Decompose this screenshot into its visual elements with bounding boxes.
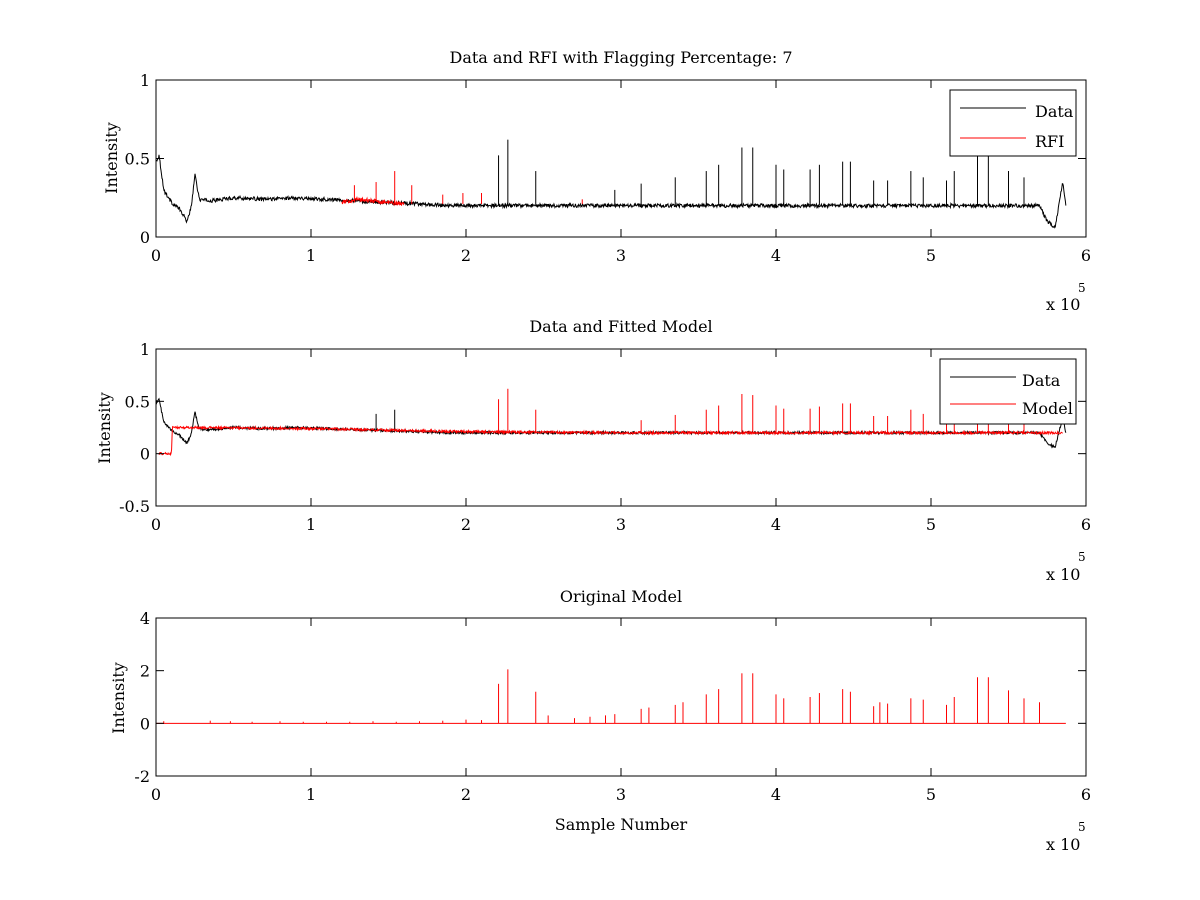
exponent-power: 5: [1078, 820, 1086, 834]
legend-label-rfi: RFI: [1035, 132, 1064, 151]
x-axis-label: Sample Number: [555, 815, 688, 834]
exponent-power: 5: [1078, 281, 1086, 295]
x-tick-label: 6: [1081, 246, 1091, 265]
y-tick-label: 4: [140, 609, 150, 628]
x-tick-label: 3: [616, 515, 626, 534]
x-tick-label: 0: [151, 785, 161, 804]
subplot-3: Original Model Intensity Sample Number 0…: [109, 587, 1091, 854]
y-tick-label: -0.5: [119, 497, 150, 516]
series-layer: [156, 669, 1066, 724]
y-tick-label: 2: [140, 662, 150, 681]
x-tick-label: 1: [306, 246, 316, 265]
series-data-line: [155, 154, 1067, 229]
x-tick-label: 1: [306, 785, 316, 804]
exponent-base: x 10: [1046, 835, 1080, 854]
legend-label-model: Model: [1022, 399, 1073, 418]
x-axis-exponent: x 10 5: [1046, 281, 1086, 314]
x-axis-exponent: x 10 5: [1046, 820, 1086, 854]
exponent-base: x 10: [1046, 565, 1080, 584]
legend-label-data: Data: [1022, 371, 1061, 390]
x-tick-label: 2: [461, 515, 471, 534]
x-tick-label: 5: [926, 785, 936, 804]
y-tick-label: 0.5: [125, 150, 150, 169]
axes-layer: 0 1 2 3 4 5 6-0.500.51: [119, 340, 1091, 534]
x-tick-label: 1: [306, 515, 316, 534]
legend: Data Model: [939, 358, 1077, 425]
chart-title: Data and RFI with Flagging Percentage: 7: [449, 48, 792, 67]
chart-title: Data and Fitted Model: [529, 317, 712, 336]
series-rfi-line: [341, 195, 405, 207]
x-tick-label: 4: [771, 785, 781, 804]
axes-layer: 0 1 2 3 4 5 6 0 0.5 1: [125, 71, 1092, 265]
x-tick-label: 2: [461, 246, 471, 265]
y-tick-label: 0: [140, 228, 150, 247]
plot-area: 0 1 2 3 4 5 6-0.500.51: [119, 340, 1091, 534]
x-tick-label: 0: [151, 246, 161, 265]
exponent-base: x 10: [1046, 295, 1080, 314]
x-tick-label: 3: [616, 246, 626, 265]
series-layer: [155, 388, 1067, 457]
chart-title: Original Model: [560, 587, 682, 606]
x-tick-label: 6: [1081, 785, 1091, 804]
y-tick-label: -2: [134, 767, 150, 786]
x-tick-label: 4: [771, 515, 781, 534]
plot-area: 0 1 2 3 4 5 6 0 0.5 1: [125, 71, 1092, 265]
x-tick-label: 5: [926, 246, 936, 265]
legend-box: [939, 358, 1077, 425]
y-tick-label: 1: [140, 71, 150, 90]
legend-box: [949, 89, 1077, 157]
x-tick-label: 4: [771, 246, 781, 265]
legend: Data RFI: [949, 89, 1077, 157]
y-tick-label: 1: [140, 340, 150, 359]
series-model-line: [158, 425, 1063, 457]
x-tick-label: 0: [151, 515, 161, 534]
x-tick-label: 6: [1081, 515, 1091, 534]
axes-frame: [155, 617, 1087, 777]
x-tick-label: 3: [616, 785, 626, 804]
y-axis-label: Intensity: [109, 662, 128, 734]
exponent-power: 5: [1078, 550, 1086, 564]
series-layer: [155, 139, 1067, 229]
axes-frame: [155, 348, 1087, 507]
subplot-2: Data and Fitted Model Intensity 0 1 2 3 4 5 6 -…: [95, 317, 1091, 584]
y-axis-label: Intensity: [95, 392, 114, 464]
axes-frame: [155, 79, 1087, 238]
y-axis-label: Intensity: [102, 122, 121, 194]
y-tick-label: 0: [140, 445, 150, 464]
x-tick-label: 2: [461, 785, 471, 804]
subplot-1: Data and RFI with Flagging Percentage: 7…: [102, 48, 1091, 314]
legend-label-data: Data: [1035, 102, 1074, 121]
y-tick-label: 0.5: [125, 392, 150, 411]
x-axis-exponent: x 10 5: [1046, 550, 1086, 584]
x-tick-label: 5: [926, 515, 936, 534]
y-tick-label: 0: [140, 714, 150, 733]
